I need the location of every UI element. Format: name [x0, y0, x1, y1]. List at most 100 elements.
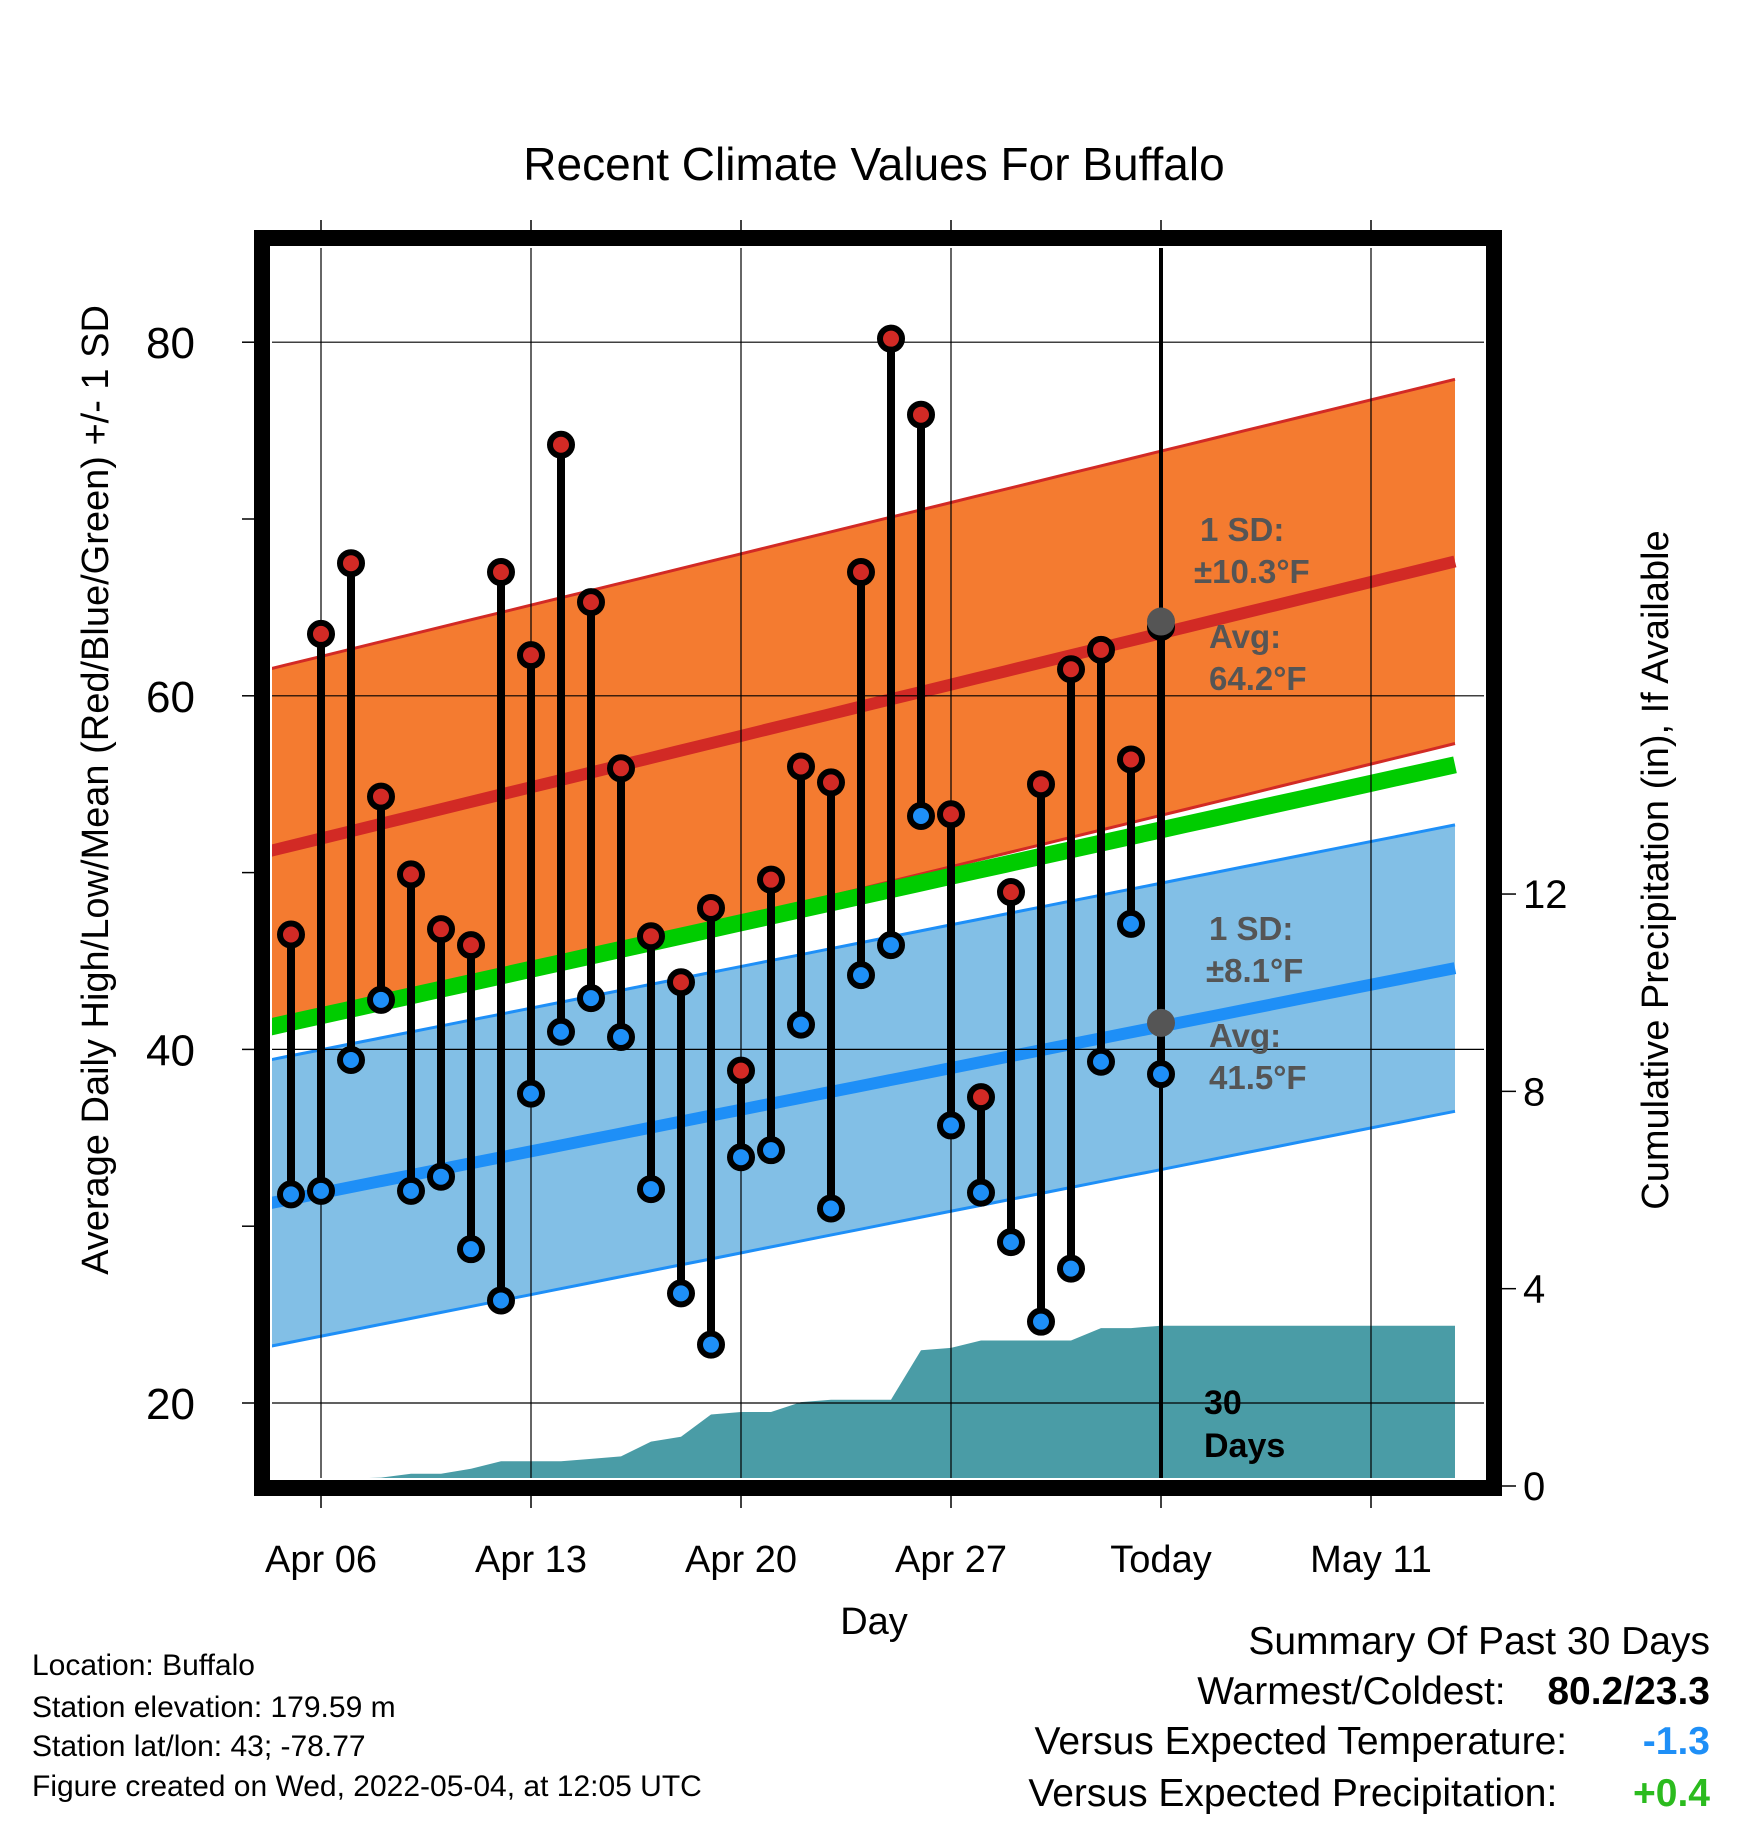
y-axis-label: Average Daily High/Low/Mean (Red/Blue/Gr… [75, 305, 117, 1275]
daily-low-point-17 [757, 1136, 785, 1165]
daily-high-point-16 [727, 1056, 755, 1085]
today-days-word: Days [1204, 1427, 1285, 1465]
daily-low-point-18 [787, 1010, 815, 1039]
summary-temp-label: Versus Expected Temperature: [1034, 1720, 1568, 1763]
daily-low-point-27 [1057, 1254, 1085, 1283]
daily-high-point-6 [427, 915, 455, 944]
high-avg-value: 64.2°F [1209, 660, 1307, 697]
daily-high-point-2 [307, 619, 335, 648]
daily-low-point-30 [1147, 1060, 1175, 1089]
location-text: Location: Buffalo [32, 1649, 255, 1682]
daily-low-point-19 [817, 1194, 845, 1223]
daily-low-point-3 [337, 1046, 365, 1075]
high-avg-label: Avg: [1209, 618, 1281, 655]
daily-high-point-23 [937, 800, 965, 829]
y2-tick-label-8: 8 [1523, 1070, 1545, 1114]
low-avg-value: 41.5°F [1209, 1059, 1307, 1096]
elevation-text: Station elevation: 179.59 m [32, 1691, 396, 1724]
daily-high-point-21 [877, 324, 905, 353]
created-text: Figure created on Wed, 2022-05-04, at 12… [32, 1770, 702, 1803]
daily-high-point-7 [457, 931, 485, 960]
summary-warmest-value: 80.2/23.3 [1547, 1670, 1710, 1713]
low-sd-label: 1 SD: [1209, 910, 1293, 947]
daily-high-point-11 [577, 588, 605, 617]
daily-low-point-2 [307, 1176, 335, 1205]
daily-low-point-24 [967, 1178, 995, 1207]
summary-precip-label: Versus Expected Precipitation: [1028, 1772, 1558, 1815]
daily-high-point-19 [817, 768, 845, 797]
daily-low-point-4 [367, 985, 395, 1014]
x-tick-label-1: Apr 13 [475, 1539, 587, 1581]
daily-high-point-3 [337, 549, 365, 578]
daily-high-point-9 [517, 641, 545, 670]
today-days-number: 30 [1204, 1384, 1242, 1422]
daily-low-point-16 [727, 1143, 755, 1172]
daily-high-point-12 [607, 754, 635, 783]
daily-high-point-25 [997, 878, 1025, 907]
daily-high-point-18 [787, 752, 815, 781]
normal-high-line [272, 555, 1457, 857]
x-axis-label: Day [840, 1601, 908, 1643]
y-tick-label-80: 80 [146, 319, 195, 368]
latlon-text: Station lat/lon: 43; -78.77 [32, 1730, 366, 1763]
daily-low-point-11 [577, 984, 605, 1013]
summary-temp-value: -1.3 [1642, 1720, 1710, 1763]
daily-low-point-25 [997, 1228, 1025, 1257]
daily-low-point-10 [547, 1017, 575, 1046]
y-tick-label-40: 40 [146, 1026, 195, 1075]
low-avg-label: Avg: [1209, 1017, 1281, 1054]
daily-high-point-4 [367, 782, 395, 811]
chart-title: Recent Climate Values For Buffalo [523, 138, 1224, 190]
daily-high-point-8 [487, 558, 515, 587]
daily-low-point-1 [277, 1180, 305, 1209]
daily-low-point-15 [697, 1330, 725, 1359]
x-tick-label-0: Apr 06 [265, 1539, 377, 1581]
plot-content [272, 248, 1484, 1478]
x-tick-label-4: Today [1110, 1539, 1211, 1581]
daily-low-point-14 [667, 1279, 695, 1308]
daily-low-point-29 [1117, 909, 1145, 938]
daily-high-point-28 [1087, 635, 1115, 664]
y2-tick-label-4: 4 [1523, 1268, 1545, 1312]
y2-axis-label: Cumulative Precipitation (in), If Availa… [1635, 530, 1677, 1209]
x-tick-label-5: May 11 [1310, 1539, 1432, 1581]
daily-low-point-13 [637, 1175, 665, 1204]
low-sd-band-upper-edge [272, 823, 1456, 1062]
x-tick-label-3: Apr 27 [895, 1539, 1007, 1581]
daily-high-point-13 [637, 922, 665, 951]
daily-low-point-8 [487, 1286, 515, 1315]
summary-title: Summary Of Past 30 Days [1248, 1620, 1710, 1663]
daily-low-point-28 [1087, 1047, 1115, 1076]
normal-mean-line [272, 756, 1457, 1036]
today-avg-low-marker [1147, 1008, 1175, 1037]
daily-high-point-14 [667, 968, 695, 997]
summary-warmest-label: Warmest/Coldest: [1197, 1670, 1506, 1713]
daily-low-point-5 [397, 1176, 425, 1205]
low-sd-value: ±8.1°F [1206, 952, 1303, 989]
daily-high-point-29 [1117, 745, 1145, 774]
summary-precip-value: +0.4 [1633, 1772, 1710, 1815]
today-avg-high-marker [1147, 607, 1175, 636]
summary-precip-row: Versus Expected Precipitation: +0.4 [1028, 1772, 1710, 1816]
y2-tick-label-12: 12 [1523, 873, 1568, 917]
daily-high-point-5 [397, 860, 425, 889]
daily-low-point-20 [847, 961, 875, 990]
daily-low-point-22 [907, 802, 935, 831]
high-sd-label: 1 SD: [1200, 511, 1284, 548]
daily-low-point-23 [937, 1111, 965, 1140]
summary-warmest-row: Warmest/Coldest: 80.2/23.3 [1197, 1670, 1710, 1714]
daily-high-point-15 [697, 893, 725, 922]
daily-low-point-21 [877, 931, 905, 960]
y-tick-label-20: 20 [146, 1380, 195, 1429]
daily-high-point-26 [1027, 770, 1055, 799]
daily-high-point-24 [967, 1083, 995, 1112]
plot-area: Apr 06 Apr 13 Apr 20 Apr 27 Today May 1120406… [146, 220, 1568, 1581]
x-tick-label-2: Apr 20 [685, 1539, 797, 1581]
y2-tick-label-0: 0 [1523, 1465, 1545, 1509]
daily-high-point-10 [547, 430, 575, 459]
daily-high-point-27 [1057, 655, 1085, 684]
low-sd-band-lower-edge [272, 1109, 1456, 1348]
daily-low-point-26 [1027, 1307, 1055, 1336]
daily-high-point-22 [907, 400, 935, 429]
